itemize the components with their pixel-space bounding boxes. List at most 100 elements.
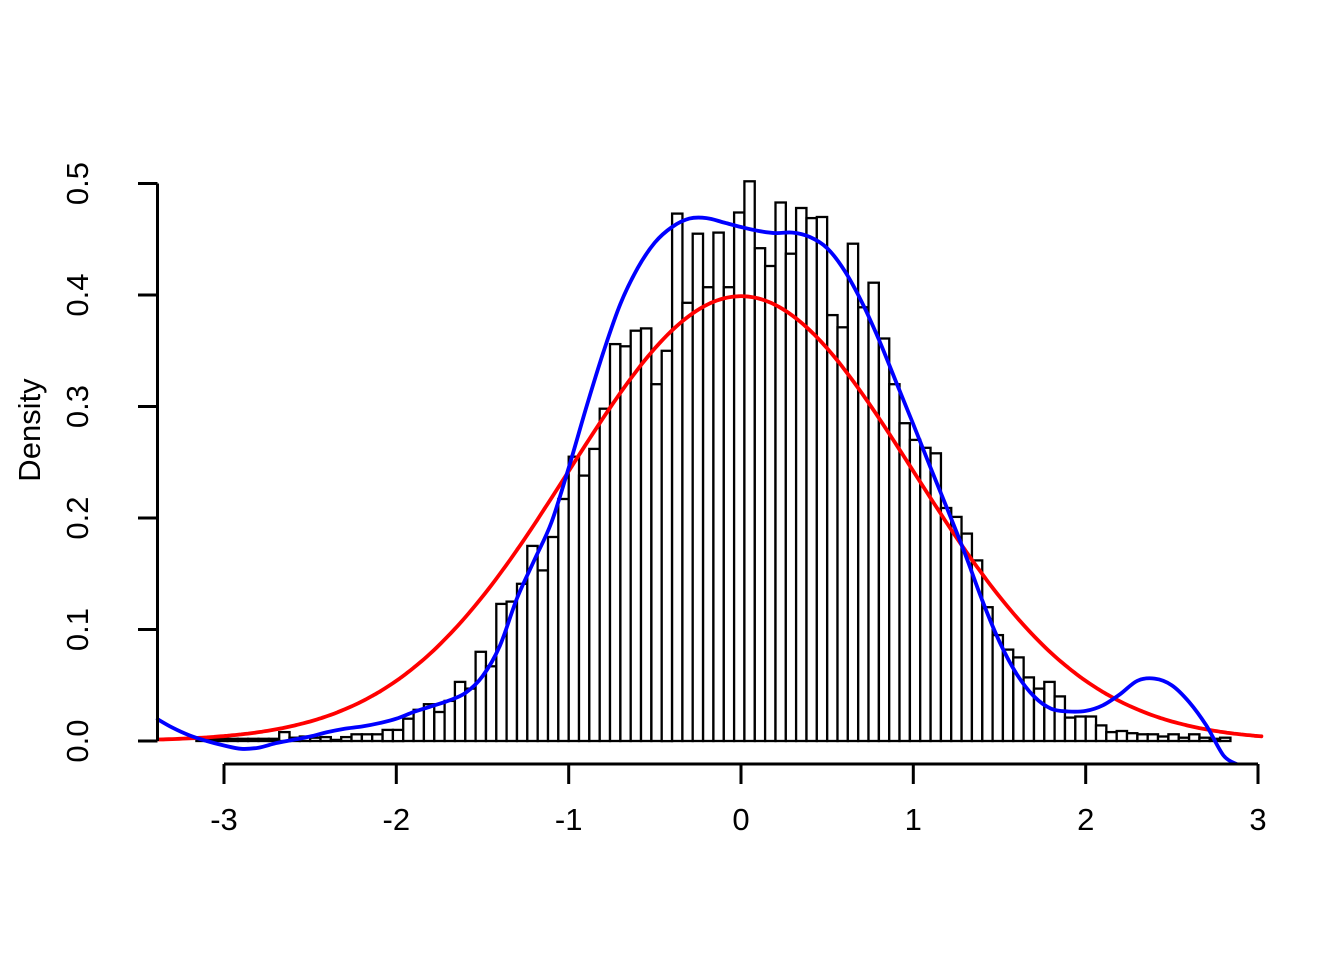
histogram-bar: [1167, 733, 1180, 743]
y-tick-label: 0.5: [60, 162, 95, 205]
histogram-bar: [1105, 730, 1118, 743]
y-tick-label: 0.4: [60, 273, 95, 316]
histogram-bar: [1136, 733, 1149, 743]
histogram-bar: [350, 733, 363, 743]
histogram-bar: [660, 349, 674, 743]
histogram-bar: [722, 286, 736, 743]
y-tick-label: 0.1: [60, 608, 95, 651]
histogram-bar: [701, 286, 715, 743]
histogram-bar: [1177, 736, 1191, 743]
histogram-bar: [246, 737, 260, 743]
histogram-bar: [629, 329, 643, 743]
y-axis-title: Density: [12, 378, 47, 482]
histogram-bar: [484, 665, 498, 743]
normal-density-curve: [156, 294, 1264, 742]
histogram-bar: [619, 345, 632, 743]
histogram-bar: [515, 582, 529, 743]
histogram-bar: [433, 710, 446, 743]
kernel-density-estimate-curve: [155, 215, 1240, 764]
histogram-bar: [1218, 736, 1232, 743]
x-axis: -3 -2 -1 0 1 2 3: [210, 762, 1267, 837]
histogram-bar: [412, 708, 426, 743]
histogram-bar: [464, 687, 477, 743]
histogram-bar: [340, 735, 353, 743]
histogram-bar: [226, 737, 239, 743]
histogram-bar: [639, 327, 653, 743]
histogram-bar: [577, 474, 591, 743]
histogram-bar: [929, 452, 943, 743]
histogram-bar: [857, 306, 870, 743]
y-tick-label: 0.0: [60, 719, 95, 762]
histogram-bar: [1146, 733, 1160, 743]
histogram-bar: [453, 680, 467, 743]
histogram-bar: [236, 737, 250, 743]
x-tick-label: -2: [383, 802, 411, 837]
density-curves: [155, 215, 1264, 764]
histogram-bar: [1198, 736, 1211, 743]
histogram-bar: [329, 738, 343, 743]
histogram-bar: [991, 633, 1005, 743]
y-axis: 0.0 0.1 0.2 0.3 0.4 0.5: [60, 162, 159, 763]
x-tick-label: 2: [1077, 802, 1094, 837]
histogram-bar: [732, 211, 746, 743]
histogram-bar: [267, 737, 281, 743]
histogram-bar: [1115, 729, 1129, 743]
histogram-bar: [536, 569, 550, 743]
histogram-bar: [815, 215, 829, 743]
histogram-bar: [443, 699, 457, 743]
histogram-bar: [557, 497, 570, 743]
histogram-bar: [257, 737, 270, 743]
histogram-bar: [474, 650, 488, 743]
histogram-bar: [763, 264, 777, 743]
histogram-bar: [381, 728, 395, 743]
histogram-bar: [495, 602, 508, 743]
histogram-bar: [1156, 735, 1170, 743]
histogram-bar: [898, 422, 911, 743]
histogram-bar: [1084, 715, 1098, 743]
histogram-bar: [1094, 724, 1108, 743]
x-tick-label: 1: [905, 802, 922, 837]
histogram-bar: [650, 383, 663, 743]
x-tick-label: 3: [1249, 802, 1266, 837]
histogram-bar: [1187, 733, 1201, 743]
histogram-bar: [774, 201, 787, 743]
histogram-bar: [950, 515, 963, 743]
histogram-bar: [877, 337, 891, 743]
histogram-bar: [681, 301, 694, 743]
histogram-bar: [371, 733, 384, 743]
histogram-bar: [846, 242, 860, 743]
histogram-bar: [360, 733, 374, 743]
x-tick-label: -3: [210, 802, 238, 837]
y-tick-label: 0.3: [60, 385, 95, 428]
histogram-bar: [391, 728, 405, 743]
histogram-bar: [1063, 716, 1077, 743]
histogram-bar: [794, 206, 808, 743]
histogram-bar: [598, 407, 612, 743]
histogram-bar: [588, 447, 601, 743]
x-tick-label: 0: [732, 802, 749, 837]
histogram-bar: [309, 736, 322, 743]
histogram-bar: [670, 212, 684, 743]
histogram-bar: [1125, 732, 1139, 743]
y-tick-label: 0.2: [60, 496, 95, 539]
histogram-bar: [867, 281, 880, 743]
histogram-bar: [743, 180, 756, 743]
histogram-bar: [805, 216, 818, 743]
histogram-bar: [402, 717, 415, 743]
histogram-bar: [215, 737, 229, 743]
histogram-bar: [546, 535, 560, 743]
x-tick-label: -1: [555, 802, 583, 837]
histogram-bar: [836, 326, 849, 743]
histogram-bars: [195, 180, 1232, 743]
histogram-bar: [826, 313, 839, 743]
histogram-bar: [1053, 695, 1067, 743]
histogram-bar: [1074, 715, 1087, 743]
histogram-bar: [1043, 680, 1056, 743]
histogram-bar: [908, 438, 922, 743]
histogram-bar: [712, 231, 725, 743]
histogram-bar: [753, 247, 767, 743]
histogram-bar: [939, 506, 953, 743]
histogram-bar: [319, 735, 332, 743]
